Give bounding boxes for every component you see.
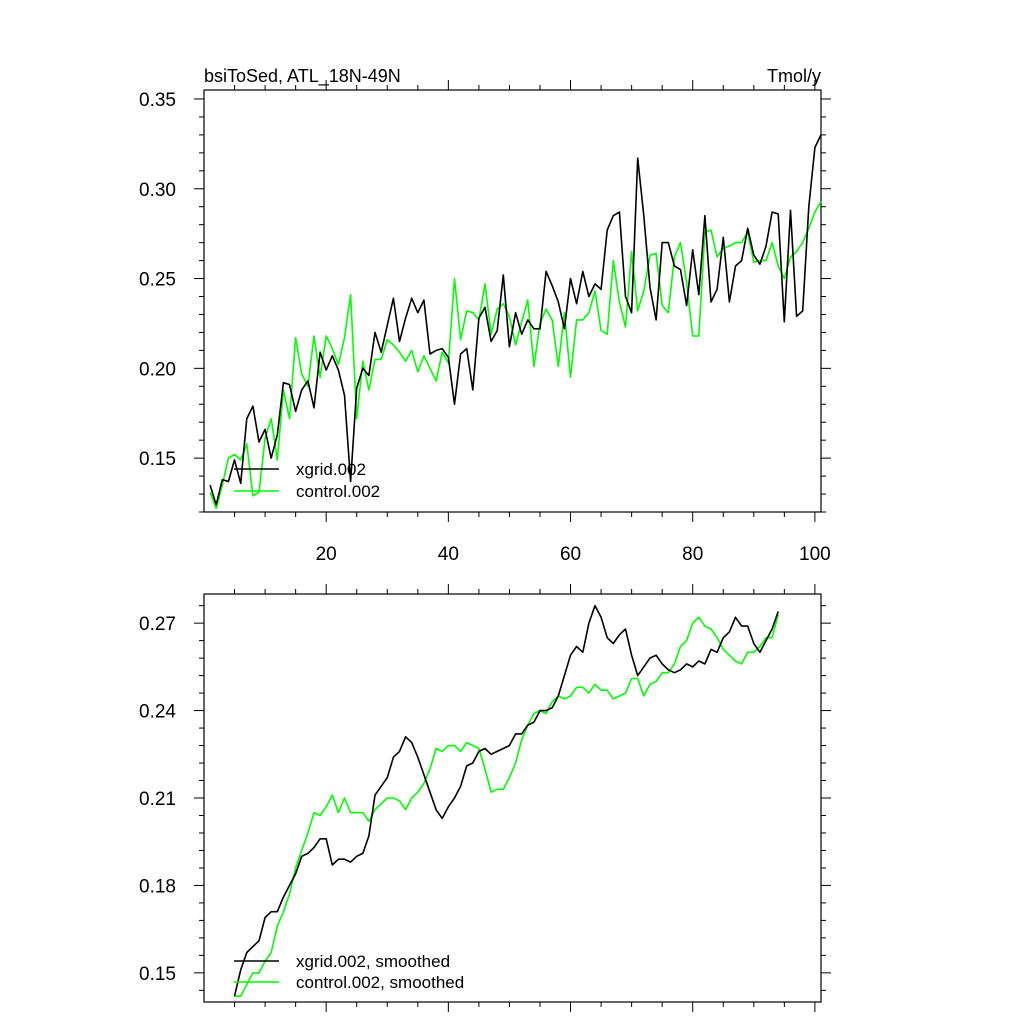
series-line-control-002 [209,200,822,510]
legend-label: xgrid.002 [296,460,366,479]
x-tick-label: 60 [560,544,581,565]
legend-label: control.002 [296,482,380,501]
plot-frame [203,89,822,513]
top-panel-units: Tmol/y [767,66,821,86]
y-tick-label: 0.35 [139,90,176,111]
y-tick-label: 0.20 [139,359,176,380]
y-tick-label: 0.27 [139,614,176,635]
y-tick-label: 0.18 [139,876,176,897]
y-tick-label: 0.24 [139,702,176,723]
series-line-xgrid-002-smoothed [233,604,779,997]
series-line-control-002-smoothed [234,614,779,998]
y-tick-label: 0.15 [139,964,176,985]
x-tick-label: 100 [799,544,831,565]
y-tick-label: 0.15 [139,449,176,470]
top-panel: bsiToSed, ATL_18N-49N Tmol/y 0.15 0.20 0.2… [139,66,831,565]
legend-label: control.002, smoothed [296,973,464,992]
x-tick-label: 40 [438,544,459,565]
bottom-panel: 0.15 0.18 0.21 0.24 0.27 xgrid.002, smoothed c… [139,584,831,1012]
y-tick-label: 0.25 [139,270,176,291]
series-line-xgrid-002 [209,134,822,506]
y-tick-label: 0.30 [139,180,176,201]
top-panel-title: bsiToSed, ATL_18N-49N [204,66,401,87]
y-tick-label: 0.21 [139,789,176,810]
x-tick-label: 80 [682,544,703,565]
legend-label: xgrid.002, smoothed [296,952,450,971]
x-tick-label: 20 [316,544,337,565]
